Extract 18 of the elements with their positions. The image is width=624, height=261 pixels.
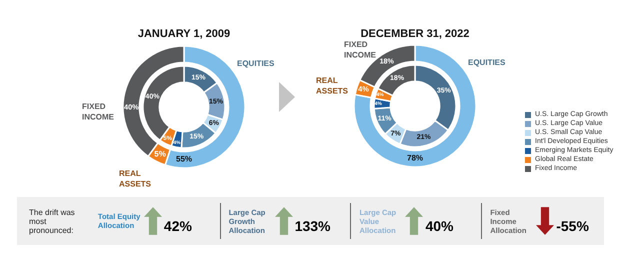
data-label: 40% — [124, 102, 140, 112]
data-label: 40% — [425, 217, 454, 234]
slice-label: EQUITIES — [237, 59, 276, 68]
chart-title: JANUARY 1, 2009 — [138, 28, 230, 40]
data-label: -55% — [556, 217, 589, 234]
data-label: 42% — [164, 217, 192, 234]
chart-title: DECEMBER 31, 2022 — [360, 28, 470, 40]
slice-label: REAL ASSETS — [316, 76, 349, 96]
data-label: 5% — [154, 150, 166, 159]
data-label: 133% — [294, 217, 330, 234]
data-label: 55% — [176, 154, 192, 164]
slice-label: FIXED INCOME — [344, 40, 377, 60]
data-label: 4% — [358, 84, 370, 94]
slice-label: REAL ASSETS — [119, 169, 152, 188]
data-label: 78% — [406, 154, 424, 163]
slice-label: FIXED INCOME — [82, 102, 115, 122]
text: The drift was most pronounced: — [29, 208, 76, 234]
slice-label: EQUITIES — [468, 58, 506, 67]
